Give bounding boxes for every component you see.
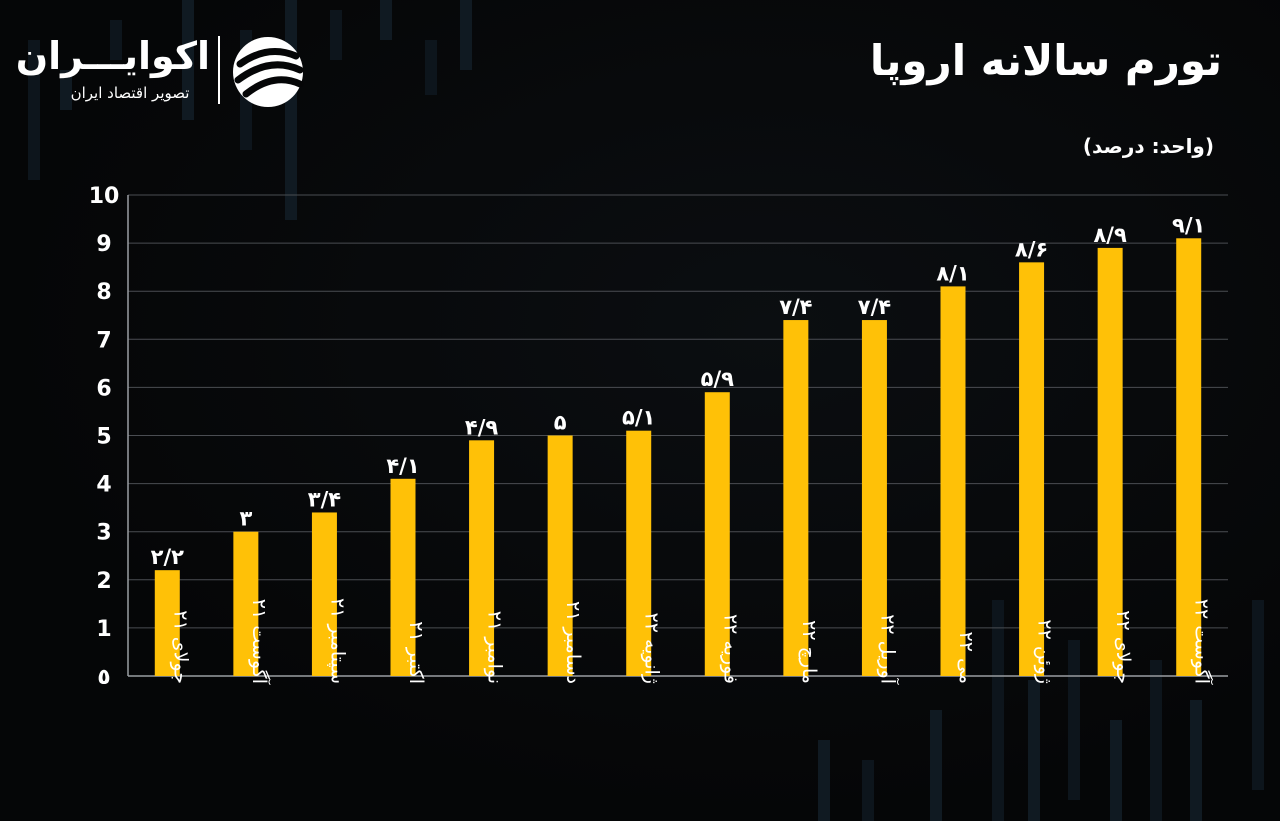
logo-tagline: تصویر اقتصاد ایران (70, 84, 190, 102)
bar (1019, 262, 1045, 676)
bar (1176, 238, 1202, 677)
background-candle (1252, 600, 1264, 790)
chart-title: تورم سالانه اروپا (869, 36, 1222, 85)
x-tick-label: سپتامبر ۲۱ (326, 598, 348, 684)
bar-value-label: ۸/۹ (1093, 223, 1126, 247)
bar (704, 392, 730, 676)
y-tick-label: 2 (96, 569, 111, 594)
bar-value-label: ۷/۴ (858, 295, 891, 319)
bar (233, 531, 259, 676)
bar (469, 440, 495, 676)
x-tick-label: آگوست ۲۲ (1191, 599, 1215, 685)
background-candle (1110, 720, 1122, 821)
bar (626, 430, 652, 676)
background-candle (1028, 680, 1040, 821)
y-tick-label: 7 (96, 328, 111, 353)
bar-value-label: ۲/۲ (151, 545, 184, 569)
y-tick-label: 9 (96, 232, 111, 257)
bar (940, 286, 966, 676)
background-candle (380, 0, 392, 40)
bar (1097, 247, 1123, 676)
x-tick-label: آوریل ۲۲ (876, 614, 900, 684)
x-tick-label: ژانویه ۲۲ (641, 613, 663, 685)
background-candle (182, 0, 194, 120)
y-tick-label: 1 (96, 617, 111, 642)
bar (311, 512, 337, 676)
background-candle (862, 760, 874, 821)
bar-value-label: ۵/۹ (701, 367, 734, 391)
y-tick-label: 10 (89, 184, 120, 209)
background-candle (425, 40, 437, 95)
x-tick-label: اکتبر ۲۱ (405, 621, 427, 684)
bar-value-label: ۴/۹ (465, 415, 498, 439)
bar-value-label: ۳ (239, 507, 252, 531)
bar-value-label: ۸/۶ (1015, 237, 1048, 261)
x-tick-label: دسامبر ۲۱ (562, 601, 584, 684)
x-tick-label: نوامبر ۲۱ (484, 611, 506, 684)
y-tick-label: 4 (96, 473, 111, 498)
unit-note: (واحد: درصد) (1082, 134, 1214, 158)
logo-name: اکوایـــران (15, 34, 210, 78)
bar-value-label: ۹/۱ (1172, 213, 1205, 237)
bar-value-label: ۴/۱ (386, 454, 419, 478)
x-tick-label: ژوئن ۲۲ (1034, 619, 1056, 684)
background-candle (60, 70, 72, 110)
x-tick-label: فوریه ۲۲ (719, 614, 741, 684)
bar-value-label: ۸/۱ (936, 261, 969, 285)
bar-value-label: ۵ (554, 411, 567, 435)
bar (783, 320, 809, 676)
background-candle (1150, 660, 1162, 821)
bar-value-label: ۳/۴ (308, 487, 341, 511)
background-candle (1068, 640, 1080, 800)
bar-value-label: ۵/۱ (622, 406, 655, 430)
logo-mark-icon (233, 37, 304, 107)
y-tick-label: 8 (96, 280, 111, 305)
bar-value-label: ۷/۴ (779, 295, 812, 319)
bar (861, 320, 887, 676)
background-candle (330, 10, 342, 60)
x-tick-label: جولای ۲۲ (1112, 610, 1134, 684)
x-tick-label: می ۲۲ (955, 632, 977, 684)
y-tick-label: ٥ (97, 665, 110, 690)
x-tick-label: جولای ۲۱ (169, 610, 191, 684)
y-tick-label: 3 (96, 521, 111, 546)
bar (154, 570, 180, 676)
background-candle (110, 20, 122, 60)
x-tick-label: آگوست ۲۱ (248, 599, 272, 685)
background-candle (28, 40, 40, 180)
ecoiran-logo: اکوایـــران تصویر اقتصاد ایران (15, 34, 312, 110)
bar (547, 435, 573, 676)
y-tick-label: 6 (96, 376, 111, 401)
x-tick-label: مارچ ۲۲ (798, 620, 820, 684)
background-candle (930, 710, 942, 821)
y-tick-label: 5 (96, 425, 111, 450)
bar (390, 478, 416, 676)
background-candle (1190, 700, 1202, 821)
background-candle (992, 600, 1004, 821)
background-candle (460, 0, 472, 70)
background-candle (818, 740, 830, 821)
logo-divider (218, 36, 220, 104)
